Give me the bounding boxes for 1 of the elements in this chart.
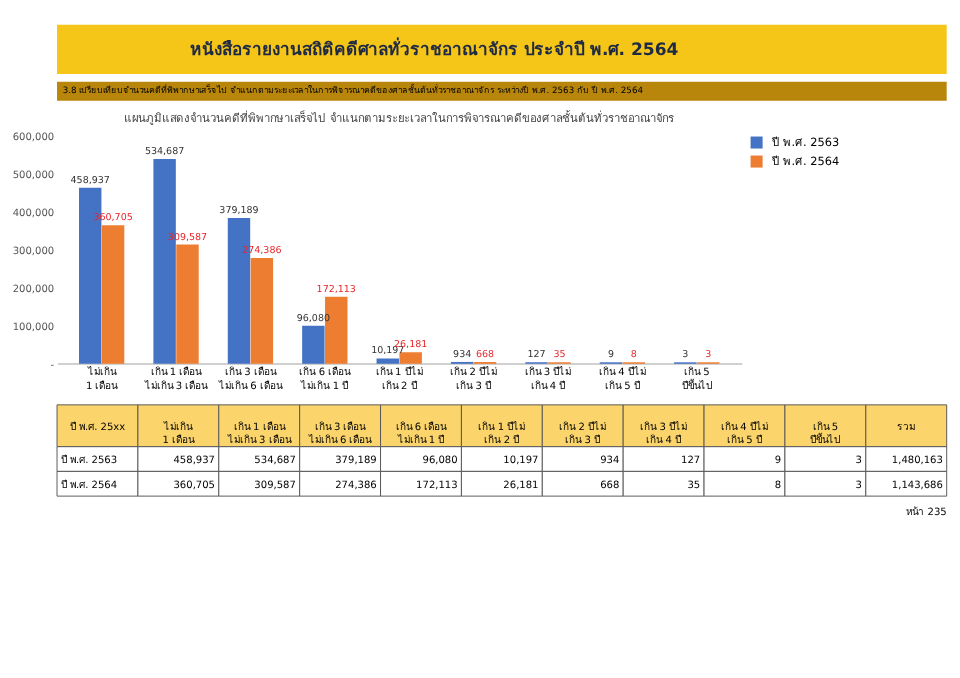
chart-title: หนังสือรายงานสถิติคดีศาลทั่วราชอาณาจักร ประจำปี พ.ศ. 2564 [190,35,679,62]
